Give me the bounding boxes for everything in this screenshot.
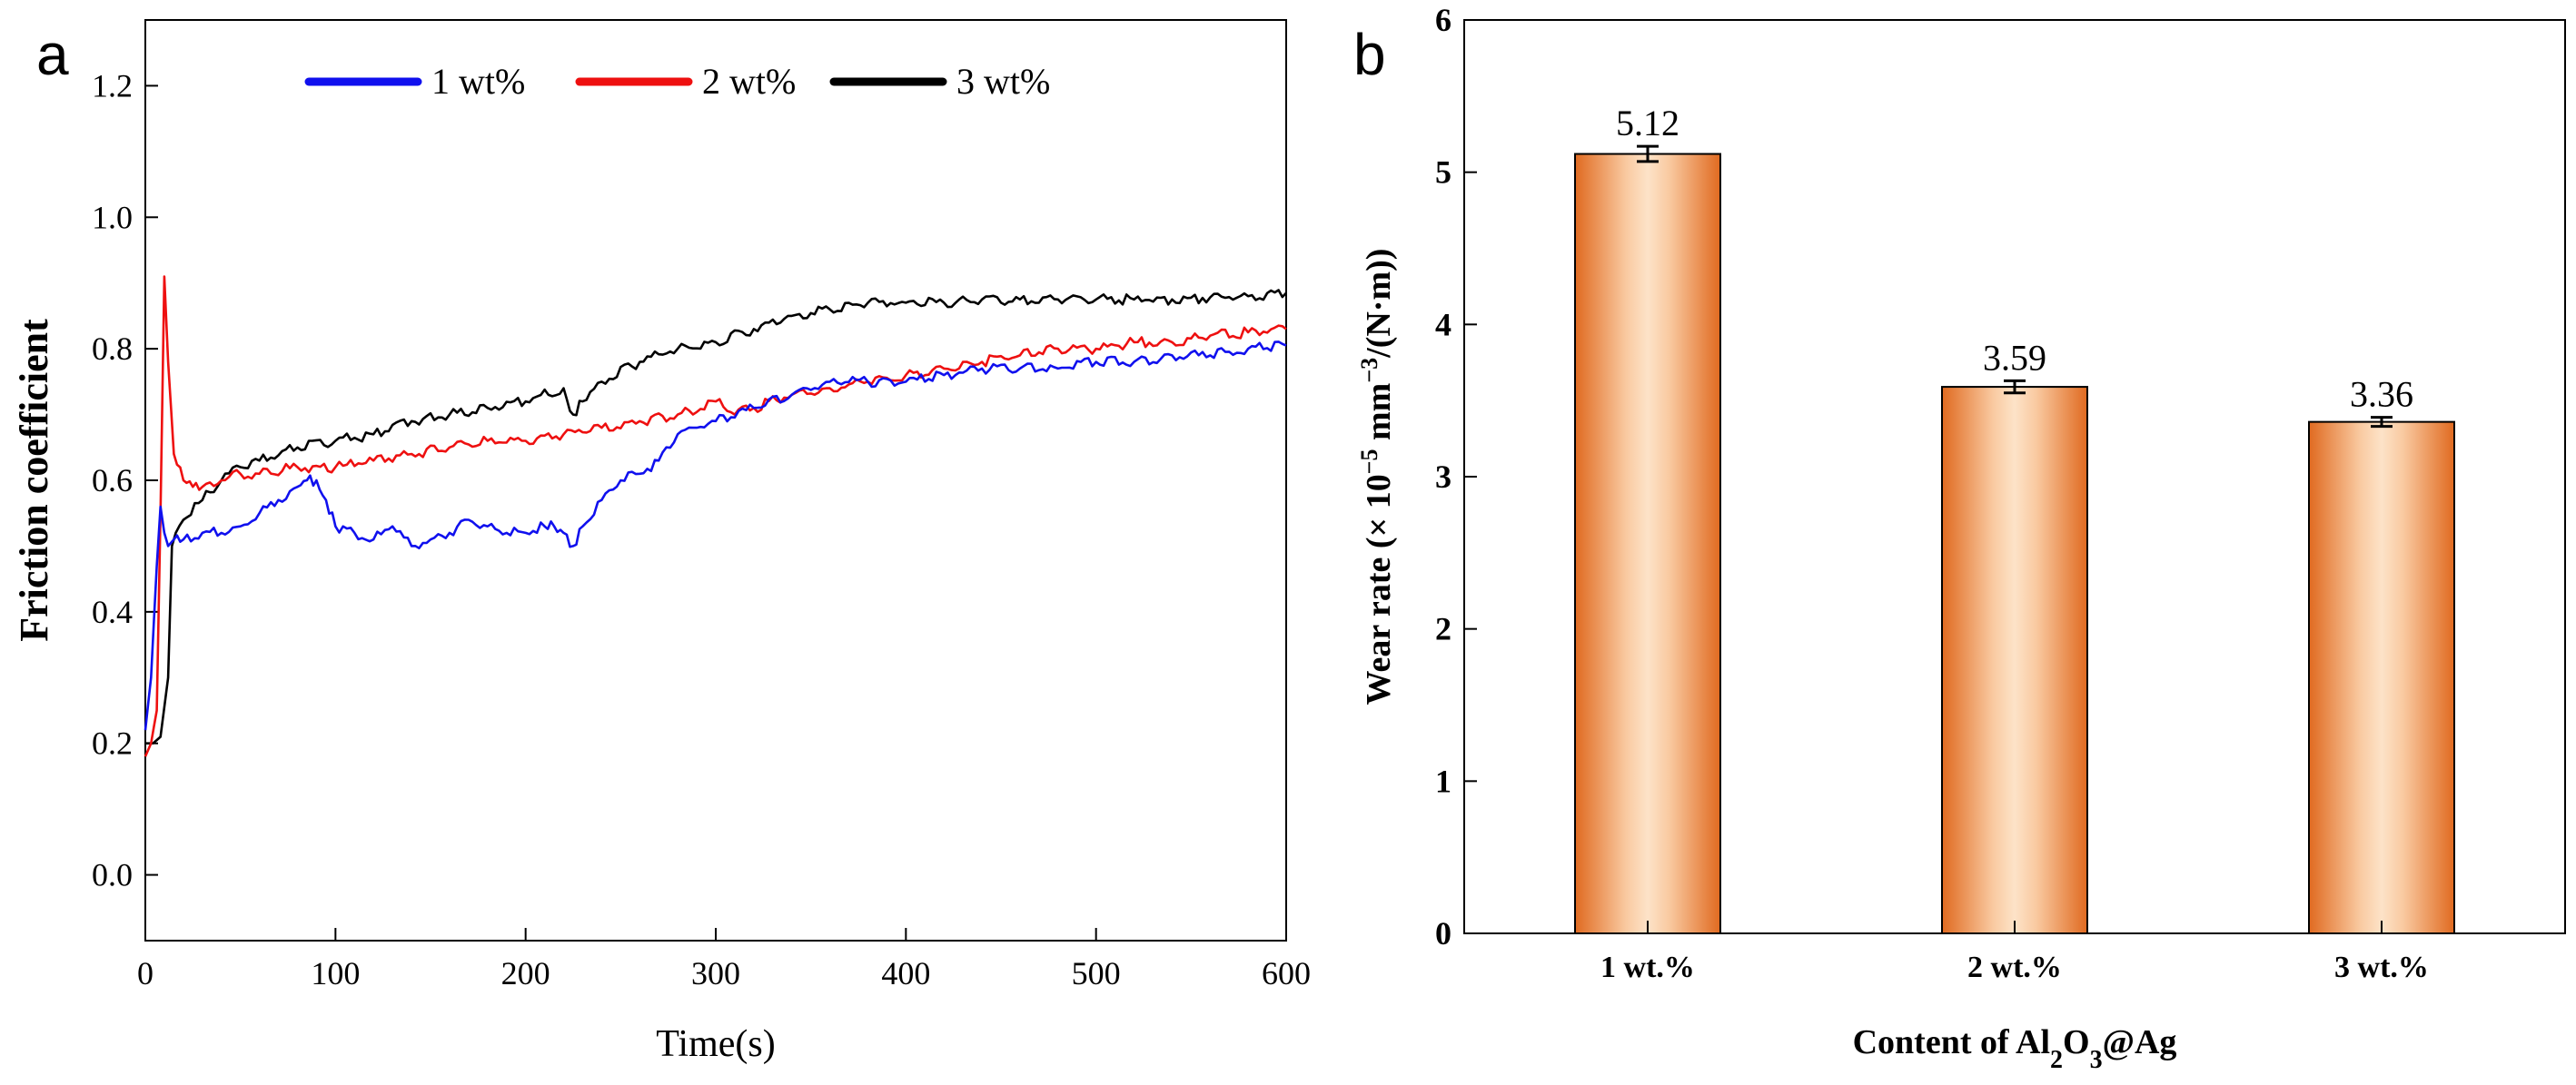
bar bbox=[1574, 153, 1721, 934]
y-tick-label: 5 bbox=[1435, 154, 1451, 191]
y-tick-label: 0.6 bbox=[92, 462, 133, 498]
legend-a: 1 wt% 2 wt% 3 wt% bbox=[304, 61, 1050, 102]
bar-value-label: 5.12 bbox=[1616, 103, 1679, 143]
series-line-1 bbox=[144, 340, 1287, 731]
x-tick-label: 500 bbox=[1072, 955, 1121, 991]
series-line-2 bbox=[144, 275, 1287, 757]
y-tick-label: 0 bbox=[1435, 915, 1451, 952]
y-axis-a: 0.0 0.2 0.4 0.6 0.8 1.0 1.2 bbox=[92, 67, 158, 893]
y-tick-label: 0.2 bbox=[92, 725, 133, 762]
bar bbox=[2308, 420, 2455, 934]
bar-value-label: 3.36 bbox=[2350, 374, 2413, 415]
x-tick-label: 400 bbox=[881, 955, 930, 991]
x-tick-label: 2 wt.% bbox=[1967, 951, 2062, 984]
y-axis-b: 0 1 2 3 4 5 6 bbox=[1435, 2, 1477, 952]
series-group-a bbox=[144, 275, 1287, 757]
x-tick-label: 200 bbox=[501, 955, 550, 991]
x-tick-label: 300 bbox=[691, 955, 740, 991]
legend-label: 3 wt% bbox=[956, 61, 1050, 102]
panel-b: b 0 1 2 3 4 5 6 5.12 1 wt.% 3.59 2 wt.% 3.36 3 wt.%… bbox=[1353, 2, 2566, 1074]
x-axis-title-a: Time(s) bbox=[656, 1023, 775, 1065]
y-tick-label: 1 bbox=[1435, 763, 1451, 799]
y-tick-label: 3 bbox=[1435, 459, 1451, 495]
y-tick-label: 4 bbox=[1435, 306, 1451, 342]
y-axis-title-b: Wear rate (× 10−5 mm−3/(N·m)) bbox=[1356, 249, 1399, 705]
panel-label-b: b bbox=[1353, 22, 1386, 87]
x-tick-label: 1 wt.% bbox=[1600, 951, 1695, 984]
y-tick-label: 0.0 bbox=[92, 857, 133, 893]
x-tick-label: 3 wt.% bbox=[2334, 951, 2429, 984]
bar-value-label: 3.59 bbox=[1983, 337, 2046, 378]
y-tick-label: 6 bbox=[1435, 2, 1451, 38]
x-tick-label: 600 bbox=[1262, 955, 1311, 991]
x-tick-label: 0 bbox=[137, 955, 154, 991]
legend-label: 2 wt% bbox=[702, 61, 796, 102]
y-tick-label: 1.2 bbox=[92, 67, 133, 104]
y-tick-label: 0.4 bbox=[92, 594, 133, 630]
y-tick-label: 1.0 bbox=[92, 199, 133, 235]
x-axis-title-b: Content of Al2O3@Ag bbox=[1853, 1023, 2177, 1074]
legend-label: 1 wt% bbox=[431, 61, 525, 102]
y-tick-label: 0.8 bbox=[92, 330, 133, 367]
x-tick-label: 100 bbox=[311, 955, 360, 991]
bars-b: 5.12 1 wt.% 3.59 2 wt.% 3.36 3 wt.% bbox=[1574, 103, 2455, 984]
series-line-3 bbox=[145, 289, 1287, 745]
bar bbox=[1941, 386, 2088, 934]
panel-label-a: a bbox=[36, 22, 69, 87]
y-axis-title-a: Friction coefficient bbox=[12, 319, 56, 642]
panel-a: a 0.0 0.2 0.4 0.6 0.8 1.0 1.2 0 100 200 300 400 500… bbox=[12, 19, 1311, 1065]
x-axis-a: 0 100 200 300 400 500 600 bbox=[137, 928, 1311, 991]
y-tick-label: 2 bbox=[1435, 611, 1451, 647]
